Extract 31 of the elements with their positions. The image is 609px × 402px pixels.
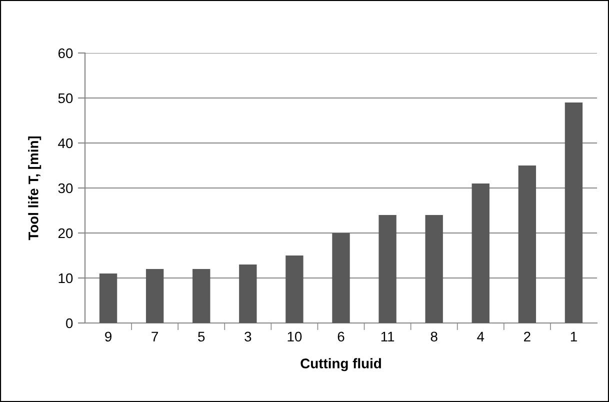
x-tick-label: 5: [198, 332, 205, 342]
y-tick-label: 50: [58, 93, 73, 104]
x-tick-label: 8: [430, 332, 438, 342]
y-tick-label: 0: [66, 318, 73, 328]
bar: [472, 184, 490, 323]
y-tick-label: 40: [58, 138, 73, 148]
x-tick-label: 6: [338, 332, 344, 342]
x-tick-label: 4: [477, 332, 484, 342]
bar: [378, 215, 396, 323]
x-tick-label: 7: [152, 332, 158, 342]
x-tick-label: 3: [244, 332, 252, 342]
y-axis-title: Tool life T, [min]: [28, 136, 42, 240]
bar: [332, 233, 350, 323]
x-tick-label: 2: [524, 332, 530, 342]
bar: [192, 269, 210, 323]
x-tick-label: 11: [381, 332, 394, 342]
bar: [99, 274, 118, 323]
x-axis-title: Cutting fluid: [300, 358, 381, 372]
x-tick-label: 9: [105, 332, 112, 342]
y-tick-label: 60: [58, 48, 73, 58]
y-tick-label: 10: [58, 273, 73, 284]
bar: [518, 166, 536, 323]
x-tick-label: 1: [570, 332, 577, 342]
bar: [239, 264, 257, 323]
bar: [564, 102, 583, 323]
x-tick-label: 10: [288, 332, 302, 342]
bar: [286, 256, 304, 323]
bar: [146, 269, 164, 323]
bar: [425, 215, 443, 323]
y-tick-label: 30: [58, 183, 73, 194]
y-tick-label: 20: [58, 228, 73, 238]
